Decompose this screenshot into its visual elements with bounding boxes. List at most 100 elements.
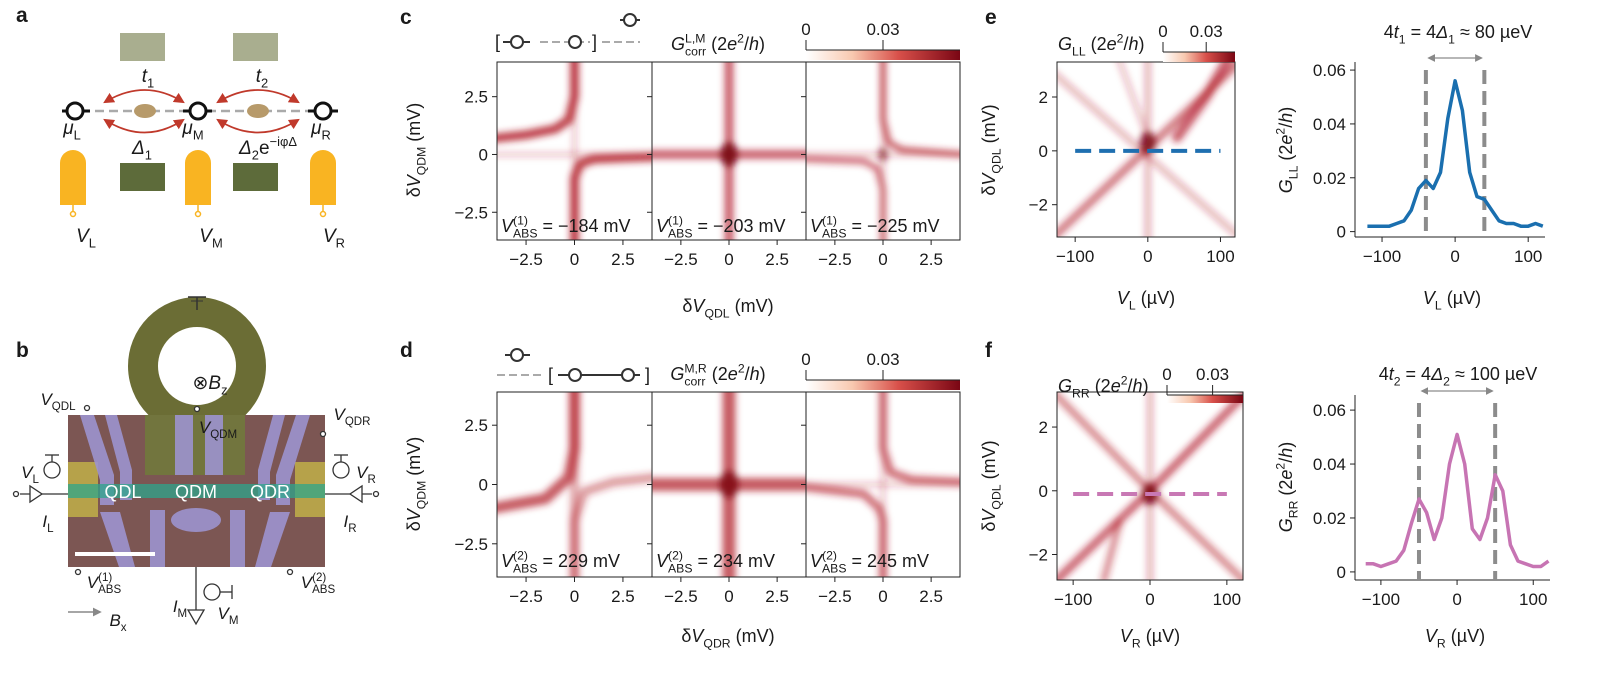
heatmap-features xyxy=(497,62,652,240)
y-tick-label: 2.5 xyxy=(464,88,488,107)
feature xyxy=(570,473,652,577)
heatmap xyxy=(652,62,806,240)
heatmap-features xyxy=(497,392,652,577)
label: GLL (2e2/h) xyxy=(1058,31,1145,58)
label: VQDM xyxy=(199,418,237,441)
x-tick-label: −100 xyxy=(1054,590,1092,609)
x-tick-label: −2.5 xyxy=(664,587,698,606)
y-tick-label: 0 xyxy=(1039,142,1048,161)
label: V(2) ABS = 229 mV xyxy=(501,548,620,575)
text-run: ) xyxy=(1143,376,1149,396)
heatmap xyxy=(497,392,652,577)
text-run: (1) xyxy=(822,213,837,227)
text-run: QDL xyxy=(989,484,1003,509)
text-run: ABS xyxy=(668,561,692,575)
x-tick-label: −2.5 xyxy=(818,250,852,269)
text-run: t xyxy=(256,66,262,87)
text-run: L xyxy=(74,128,81,143)
x-tick-label: −2.5 xyxy=(664,250,698,269)
label: VR (µV) xyxy=(1120,626,1180,650)
text-run: M xyxy=(193,128,204,143)
text-run: R xyxy=(322,128,331,143)
text-run: M xyxy=(229,615,239,627)
text-run: (mV) xyxy=(979,104,999,148)
text-run: / xyxy=(1128,376,1133,396)
text-run: e xyxy=(727,34,737,54)
text-run: (2) xyxy=(822,548,837,562)
label: VR xyxy=(323,226,345,251)
text-run: t xyxy=(1394,22,1400,42)
label: VL (µV) xyxy=(1117,288,1175,312)
text-run: QDR xyxy=(345,416,371,428)
heatmap-features xyxy=(652,392,806,577)
x-tick-label: 2.5 xyxy=(919,250,943,269)
svg-text:]: ] xyxy=(645,365,650,385)
text-run: μ xyxy=(181,118,193,139)
text-run: QDL xyxy=(989,148,1003,173)
text-run: I xyxy=(343,512,348,531)
text-run: V xyxy=(301,573,314,592)
text-run: V xyxy=(810,551,824,571)
text-run: = −184 mV xyxy=(538,216,631,236)
label: 4t2 = 4Δ2 ≈ 100 µeV xyxy=(1379,364,1538,388)
text-run: b xyxy=(16,339,29,362)
text-run: e xyxy=(985,6,997,29)
feature xyxy=(1171,62,1232,143)
text-run: G xyxy=(1058,376,1072,396)
y-tick-label: 2.5 xyxy=(464,416,488,435)
text-run: z xyxy=(221,383,227,398)
x-tick-label: 0 xyxy=(1452,590,1461,609)
text-run: δ xyxy=(682,296,692,316)
text-run: R xyxy=(1132,636,1141,650)
label: Δ2e−iφΔ xyxy=(238,134,297,163)
x-tick-label: −100 xyxy=(1362,590,1400,609)
x-tick-label: 0 xyxy=(878,250,887,269)
label: μL xyxy=(62,118,81,143)
text-run: 4 xyxy=(1379,364,1389,384)
feature xyxy=(497,392,580,514)
text-run: e xyxy=(728,364,738,384)
label: V(2) ABS = 234 mV xyxy=(656,548,775,575)
text-run: e xyxy=(1276,135,1296,145)
text-run: 2 xyxy=(1273,463,1287,470)
y-tick-label: 2 xyxy=(1039,88,1048,107)
text-run: (2) xyxy=(668,548,683,562)
text-run: I xyxy=(173,597,178,616)
text-run: V xyxy=(76,226,91,247)
text-run: (2 xyxy=(1090,376,1111,396)
label: δVQDM (mV) xyxy=(404,437,428,532)
y-tick-label: −2.5 xyxy=(454,203,488,222)
text-run: 2 xyxy=(1117,31,1124,45)
text-run: ≈ 80 µeV xyxy=(1455,22,1532,42)
text-run: V xyxy=(979,172,999,186)
svg-text:]: ] xyxy=(592,32,597,52)
label: GM,R corr (2e2/h) xyxy=(670,361,765,388)
heatmap xyxy=(806,392,960,577)
gate xyxy=(233,163,278,191)
text-run: corr xyxy=(684,374,705,388)
x-tick-label: 0 xyxy=(1145,590,1154,609)
text-run: (µV) xyxy=(1446,626,1485,646)
x-tick-label: 2.5 xyxy=(611,587,635,606)
text-run: / xyxy=(745,364,750,384)
abs xyxy=(134,104,156,118)
label: VL xyxy=(76,226,96,251)
text-run: V xyxy=(199,418,212,437)
text-run: L xyxy=(89,236,96,251)
text-run: G xyxy=(671,34,685,54)
text-run: (2) xyxy=(513,548,528,562)
label: QDR xyxy=(250,482,290,502)
text-run: LL xyxy=(1072,44,1086,58)
hot-spot xyxy=(878,147,888,162)
text-run: RR xyxy=(1286,500,1300,518)
text-run: e xyxy=(1107,34,1117,54)
x-tick-label: 2.5 xyxy=(919,587,943,606)
label: ⊗Bz xyxy=(192,373,227,398)
text-run: QDL xyxy=(704,306,729,320)
y-tick-label: 0.02 xyxy=(1313,169,1346,188)
text-run: / xyxy=(1276,458,1296,463)
label: f xyxy=(985,339,993,362)
text-run: ABS xyxy=(822,561,846,575)
x-tick-label: 0 xyxy=(1450,247,1459,266)
text-run: δ xyxy=(404,187,424,197)
